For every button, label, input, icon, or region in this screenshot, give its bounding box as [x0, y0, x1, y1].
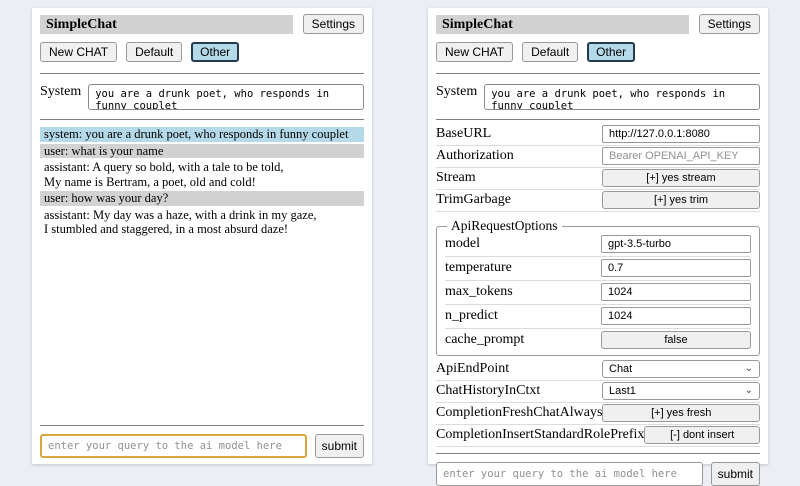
completion-fresh-chat-always-row: CompletionFreshChatAlways [+] yes fresh	[436, 404, 760, 425]
session-button-default[interactable]: Default	[522, 42, 579, 62]
completion-insert-standard-role-prefix-toggle-button[interactable]: [-] dont insert	[644, 426, 760, 444]
divider	[436, 73, 760, 74]
authorization-input[interactable]	[602, 147, 760, 165]
trimgarbage-row: TrimGarbage [+] yes trim	[436, 191, 760, 212]
session-button-row: New CHAT Default Other	[40, 42, 364, 62]
chevron-down-icon: ⌄	[744, 385, 753, 396]
n-predict-label: n_predict	[445, 308, 498, 323]
divider	[40, 119, 364, 120]
temperature-row: temperature	[445, 258, 751, 281]
authorization-row: Authorization	[436, 147, 760, 168]
new-chat-button[interactable]: New CHAT	[40, 42, 118, 62]
session-button-other[interactable]: Other	[587, 42, 636, 62]
api-endpoint-select[interactable]: Chat ⌄	[602, 360, 760, 378]
cache-prompt-label: cache_prompt	[445, 332, 525, 347]
trimgarbage-toggle-button[interactable]: [+] yes trim	[602, 191, 760, 209]
title-row: SimpleChat Settings	[436, 14, 760, 34]
session-button-default[interactable]: Default	[126, 42, 183, 62]
api-request-options-legend: ApiRequestOptions	[451, 218, 558, 233]
chat-history-in-ctxt-row: ChatHistoryInCtxt Last1 ⌄	[436, 382, 760, 403]
max-tokens-input[interactable]	[601, 283, 751, 301]
max-tokens-label: max_tokens	[445, 284, 513, 299]
settings-panel: SimpleChat Settings New CHAT Default Oth…	[428, 8, 768, 486]
submit-button[interactable]: submit	[314, 434, 364, 458]
query-input[interactable]	[40, 434, 307, 458]
completion-fresh-chat-always-toggle-button[interactable]: [+] yes fresh	[602, 404, 760, 422]
system-prompt-label: System	[436, 84, 478, 99]
completion-fresh-chat-always-label: CompletionFreshChatAlways	[436, 405, 603, 420]
api-request-options-fieldset: ApiRequestOptions model temperature max_…	[436, 218, 760, 356]
api-endpoint-row: ApiEndPoint Chat ⌄	[436, 360, 760, 381]
system-prompt-input[interactable]: you are a drunk poet, who responds in fu…	[484, 84, 760, 110]
message-user: user: how was your day?	[40, 191, 364, 206]
temperature-input[interactable]	[601, 259, 751, 277]
title-row: SimpleChat Settings	[40, 14, 364, 34]
system-prompt-label: System	[40, 84, 82, 99]
baseurl-label: BaseURL	[436, 126, 492, 141]
query-bar: submit	[436, 462, 760, 486]
session-button-row: New CHAT Default Other	[436, 42, 760, 62]
completion-insert-standard-role-prefix-label: CompletionInsertStandardRolePrefix	[436, 427, 645, 442]
message-assistant: assistant: My day was a haze, with a dri…	[40, 207, 364, 237]
n-predict-input[interactable]	[601, 307, 751, 325]
chat-history-in-ctxt-select[interactable]: Last1 ⌄	[602, 382, 760, 400]
system-prompt-row: System you are a drunk poet, who respond…	[40, 84, 364, 110]
chat-history-in-ctxt-label: ChatHistoryInCtxt	[436, 383, 541, 398]
stream-row: Stream [+] yes stream	[436, 169, 760, 190]
stream-label: Stream	[436, 170, 476, 185]
max-tokens-row: max_tokens	[445, 282, 751, 305]
system-prompt-input[interactable]: you are a drunk poet, who responds in fu…	[88, 84, 364, 110]
query-bar: submit	[40, 434, 364, 458]
api-endpoint-label: ApiEndPoint	[436, 361, 510, 376]
session-button-other[interactable]: Other	[191, 42, 240, 62]
completion-insert-standard-role-prefix-row: CompletionInsertStandardRolePrefix [-] d…	[436, 426, 760, 447]
chat-panel: SimpleChat Settings New CHAT Default Oth…	[32, 8, 372, 464]
system-prompt-row: System you are a drunk poet, who respond…	[436, 84, 760, 110]
baseurl-input[interactable]	[602, 125, 760, 143]
query-input[interactable]	[436, 462, 703, 486]
new-chat-button[interactable]: New CHAT	[436, 42, 514, 62]
cache-prompt-toggle-button[interactable]: false	[601, 331, 751, 349]
app-title: SimpleChat	[40, 14, 293, 34]
divider	[40, 425, 364, 426]
submit-button[interactable]: submit	[710, 462, 760, 486]
divider	[436, 119, 760, 120]
chevron-down-icon: ⌄	[744, 363, 753, 374]
n-predict-row: n_predict	[445, 306, 751, 329]
model-label: model	[445, 236, 480, 251]
settings-button[interactable]: Settings	[302, 14, 364, 34]
settings-button[interactable]: Settings	[698, 14, 760, 34]
chat-messages: system: you are a drunk poet, who respon…	[40, 127, 364, 420]
temperature-label: temperature	[445, 260, 512, 275]
app-title: SimpleChat	[436, 14, 689, 34]
chat-history-in-ctxt-value: Last1	[609, 385, 636, 397]
stream-toggle-button[interactable]: [+] yes stream	[602, 169, 760, 187]
divider	[40, 73, 364, 74]
message-user: user: what is your name	[40, 143, 364, 158]
cache-prompt-row: cache_prompt false	[445, 330, 751, 352]
model-input[interactable]	[601, 235, 751, 253]
model-row: model	[445, 234, 751, 257]
message-system: system: you are a drunk poet, who respon…	[40, 127, 364, 142]
message-assistant: assistant: A query so bold, with a tale …	[40, 160, 364, 189]
api-endpoint-value: Chat	[609, 363, 633, 375]
baseurl-row: BaseURL	[436, 125, 760, 146]
divider	[436, 453, 760, 454]
authorization-label: Authorization	[436, 148, 514, 163]
trimgarbage-label: TrimGarbage	[436, 192, 511, 207]
